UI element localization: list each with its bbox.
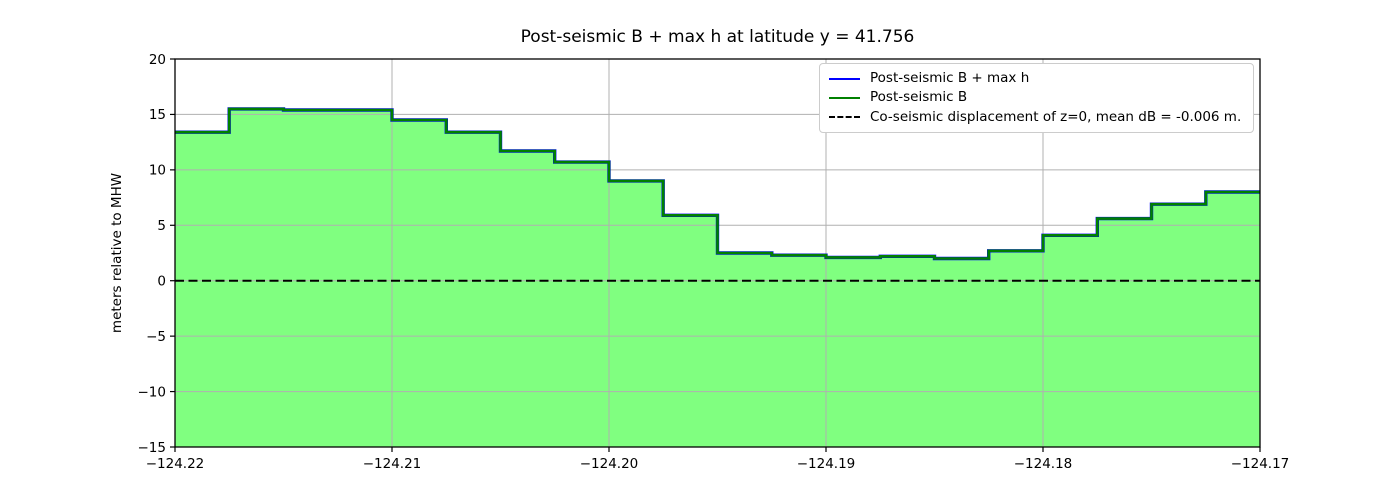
legend-label: Post-seismic B + max h bbox=[870, 69, 1030, 86]
x-tick-label: −124.20 bbox=[580, 456, 639, 472]
series-line-post-seismic-b bbox=[175, 107, 1260, 260]
area-fill-post-seismic-b bbox=[175, 108, 1260, 448]
y-tick-label: 10 bbox=[149, 163, 166, 179]
x-tick-label: −124.17 bbox=[1231, 456, 1290, 472]
y-tick-label: 0 bbox=[157, 274, 166, 290]
legend-line-sample-blue-icon bbox=[829, 77, 860, 80]
legend-item-post-seismic-b: Post-seismic B bbox=[829, 91, 1244, 105]
legend-line-sample-dashed-icon bbox=[829, 116, 860, 119]
axes-spines bbox=[174, 58, 1261, 448]
y-tick-label: −10 bbox=[138, 384, 167, 400]
legend: Post-seismic B + max h Post-seismic B Co… bbox=[819, 63, 1254, 133]
chart-title: Post-seismic B + max h at latitude y = 4… bbox=[520, 27, 915, 47]
x-tick-label: −124.22 bbox=[146, 456, 205, 472]
y-tick-label: 15 bbox=[149, 107, 166, 123]
x-tick-label: −124.18 bbox=[1014, 456, 1073, 472]
legend-item-post-seismic-b-plus-max-h: Post-seismic B + max h bbox=[829, 69, 1244, 86]
x-tick-label: −124.19 bbox=[797, 456, 856, 472]
y-tick-label: 20 bbox=[149, 52, 166, 68]
gridlines bbox=[174, 58, 1261, 448]
y-tick-label: −5 bbox=[146, 329, 166, 345]
axis-ticks bbox=[170, 58, 1261, 452]
legend-item-co-seismic-displacement: Co-seismic displacement of z=0, mean dB … bbox=[829, 108, 1244, 125]
y-tick-label: −15 bbox=[138, 440, 167, 456]
axis-tick-labels: −124.22 −124.21 −124.20 −124.19 −124.18 −124.… bbox=[138, 52, 1290, 472]
legend-label: Post-seismic B bbox=[870, 89, 968, 106]
x-tick-label: −124.21 bbox=[363, 456, 422, 472]
legend-label: Co-seismic displacement of z=0, mean dB … bbox=[870, 108, 1242, 125]
y-tick-label: 5 bbox=[157, 218, 166, 234]
legend-line-sample-green-icon bbox=[829, 97, 860, 99]
y-axis-label: meters relative to MHW bbox=[109, 172, 125, 334]
